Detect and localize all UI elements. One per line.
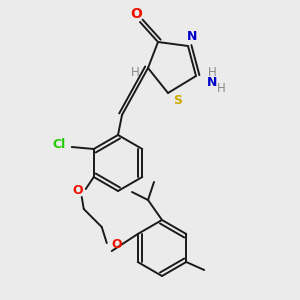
Text: O: O: [111, 238, 122, 251]
Text: N: N: [207, 76, 217, 89]
Text: H: H: [130, 67, 140, 80]
Text: S: S: [173, 94, 182, 107]
Text: H: H: [217, 82, 225, 95]
Text: Cl: Cl: [52, 139, 65, 152]
Text: O: O: [130, 7, 142, 21]
Text: N: N: [187, 29, 197, 43]
Text: O: O: [72, 184, 83, 196]
Text: H: H: [208, 65, 216, 79]
